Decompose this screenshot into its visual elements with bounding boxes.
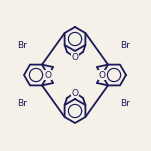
- Text: O: O: [45, 71, 51, 79]
- Text: O: O: [45, 71, 51, 79]
- Text: O: O: [72, 88, 79, 98]
- Text: Br: Br: [17, 100, 27, 109]
- Text: O: O: [98, 71, 106, 79]
- Text: Br: Br: [17, 42, 27, 50]
- Text: O: O: [72, 53, 79, 61]
- Text: Br: Br: [120, 100, 130, 109]
- Text: O: O: [98, 71, 106, 79]
- Text: O: O: [72, 88, 79, 98]
- Text: Br: Br: [120, 42, 130, 50]
- Text: O: O: [72, 53, 79, 61]
